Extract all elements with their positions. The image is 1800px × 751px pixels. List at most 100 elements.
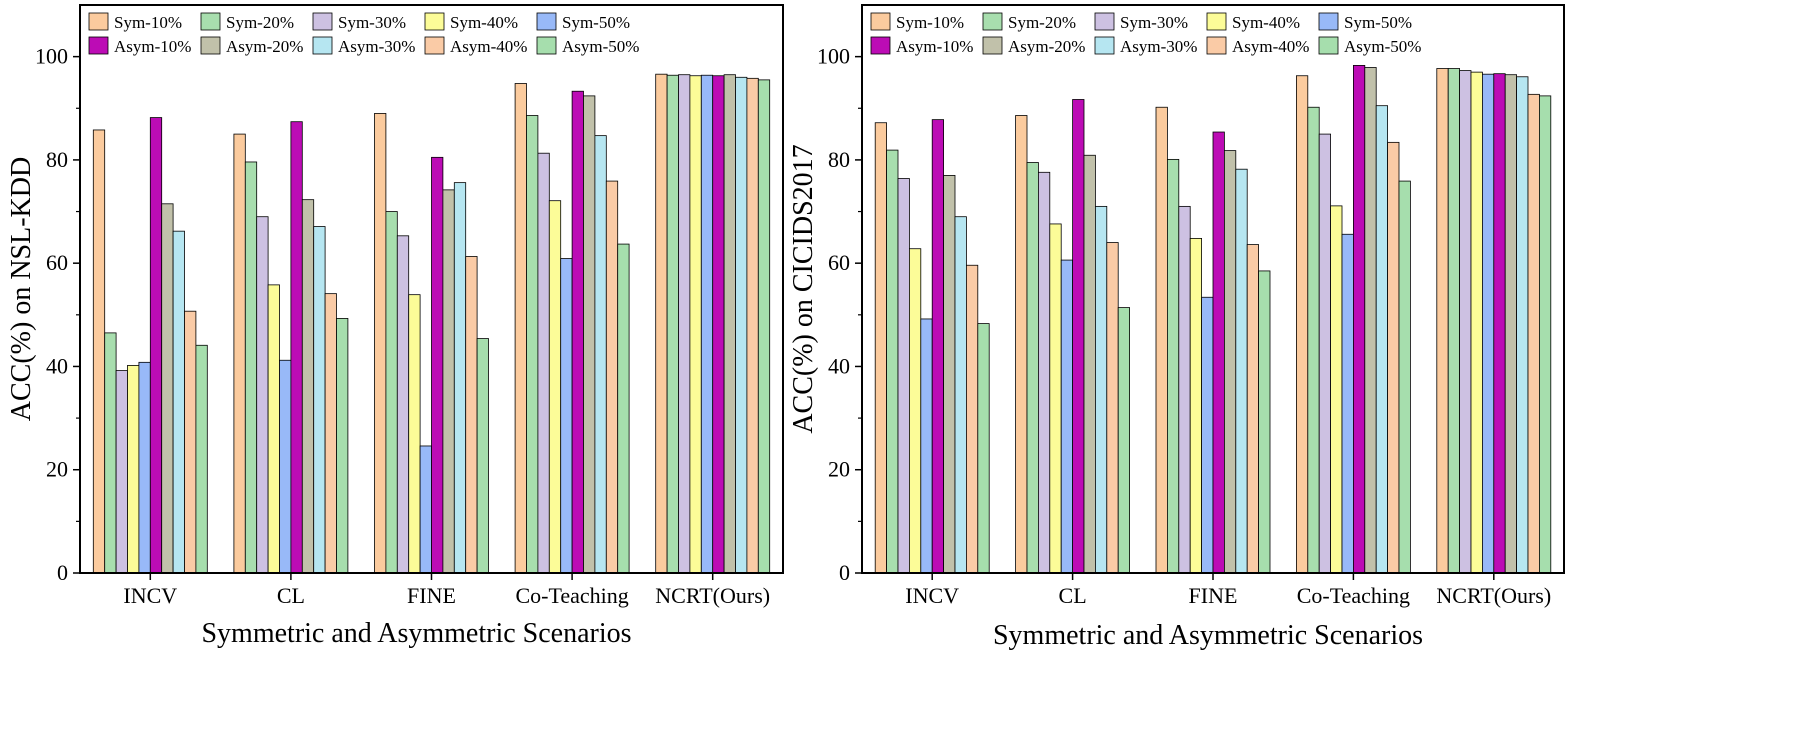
y-tick-label: 0 (57, 560, 68, 585)
legend-swatch (88, 12, 109, 31)
bar-ncrt-ours--asym40 (1527, 93, 1540, 574)
bar-co-teaching-asym50 (617, 243, 630, 574)
bar-ncrt-ours--sym30 (678, 74, 691, 574)
bar-ncrt-ours--asym50 (1539, 95, 1552, 574)
legend-label: Sym-10% (896, 13, 964, 32)
bar-fine-sym20 (1167, 158, 1180, 574)
bar-ncrt-ours--sym30 (1459, 70, 1472, 574)
bar-co-teaching-sym10 (514, 83, 527, 574)
bar-ncrt-ours--sym10 (655, 73, 668, 574)
bar-fine-sym10 (374, 113, 387, 574)
x-tick-label: CL (277, 583, 305, 608)
legend-label: Sym-30% (1120, 13, 1188, 32)
y-tick-label: 80 (46, 147, 68, 172)
bar-incv-sym10 (92, 129, 106, 574)
bar-fine-sym30 (396, 235, 410, 574)
bar-ncrt-ours--asym20 (1504, 74, 1517, 574)
legend-label: Sym-40% (1232, 13, 1300, 32)
bar-co-teaching-asym10 (1353, 65, 1366, 574)
bar-cl-asym30 (313, 226, 326, 574)
bar-ncrt-ours--asym30 (735, 76, 748, 574)
bar-incv-sym40 (127, 365, 140, 574)
bar-co-teaching-asym40 (605, 180, 619, 574)
bar-incv-sym30 (115, 370, 128, 574)
legend-label: Asym-40% (450, 37, 527, 56)
bar-fine-asym20 (442, 189, 455, 574)
legend-swatch (1206, 36, 1227, 55)
bar-incv-sym10 (874, 122, 888, 574)
bar-fine-sym40 (408, 294, 421, 574)
bar-ncrt-ours--sym10 (1436, 68, 1449, 574)
bar-fine-asym40 (465, 256, 478, 574)
legend-swatch (1094, 12, 1115, 31)
y-tick-label: 100 (817, 44, 850, 69)
bar-ncrt-ours--asym30 (1516, 76, 1529, 574)
legend-label: Sym-10% (114, 13, 182, 32)
bar-fine-sym50 (1201, 296, 1214, 574)
y-tick-label: 0 (839, 560, 850, 585)
y-tick-label: 40 (46, 353, 68, 378)
legend-swatch (200, 36, 221, 55)
legend-swatch (982, 12, 1003, 31)
bar-cl-sym30 (1038, 171, 1051, 574)
bar-ncrt-ours--asym10 (712, 75, 725, 574)
legend-swatch (1206, 12, 1227, 31)
bar-fine-sym50 (419, 445, 432, 574)
bar-ncrt-ours--sym40 (689, 75, 702, 574)
bar-incv-sym30 (897, 178, 910, 574)
legend-label: Asym-10% (114, 37, 191, 56)
x-axis-title: Symmetric and Asymmetric Scenarios (993, 620, 1423, 651)
bar-cl-sym50 (1060, 259, 1073, 574)
bar-cl-asym40 (1106, 242, 1119, 574)
y-axis-title: ACC(%) on NSL-KDD (6, 157, 37, 421)
x-tick-label: Co-Teaching (515, 583, 628, 608)
bar-co-teaching-sym20 (526, 115, 539, 574)
bar-fine-sym20 (385, 211, 398, 574)
bar-incv-sym40 (909, 248, 922, 574)
bar-fine-asym50 (1258, 270, 1271, 574)
bar-co-teaching-sym40 (548, 200, 562, 574)
bar-co-teaching-sym50 (1341, 233, 1354, 574)
legend-label: Sym-30% (338, 13, 406, 32)
bar-ncrt-ours--asym20 (723, 74, 736, 574)
bar-incv-asym30 (954, 216, 967, 574)
legend-swatch (88, 36, 109, 55)
bar-cl-asym20 (1083, 154, 1096, 574)
bar-co-teaching-sym40 (1330, 205, 1343, 574)
legend-label: Asym-50% (562, 37, 639, 56)
legend-label: Asym-20% (226, 37, 303, 56)
bar-ncrt-ours--asym10 (1493, 73, 1506, 574)
x-tick-label: CL (1059, 583, 1087, 608)
chart-cicids2017: INCV CL FINE Co-Teaching NCRT(Ours) 0 20 40 60 80… (788, 4, 1565, 651)
legend-swatch (1318, 12, 1339, 31)
bar-ncrt-ours--sym20 (666, 74, 679, 574)
x-tick-label: INCV (123, 583, 177, 608)
y-tick-label: 80 (828, 147, 850, 172)
y-tick-label: 100 (35, 44, 68, 69)
legend-swatch (424, 12, 445, 31)
bar-cl-asym40 (324, 293, 337, 574)
bar-incv-sym20 (886, 149, 899, 574)
bar-cl-asym20 (301, 199, 315, 574)
bar-fine-sym10 (1155, 106, 1168, 574)
plot-frame (861, 4, 1565, 574)
bar-cl-sym20 (1026, 162, 1039, 574)
bar-ncrt-ours--asym50 (757, 79, 771, 574)
y-tick-label: 40 (828, 353, 850, 378)
bar-co-teaching-asym10 (571, 90, 584, 574)
legend-label: Asym-30% (1120, 37, 1197, 56)
bar-fine-asym30 (453, 182, 467, 574)
bar-fine-asym10 (1212, 131, 1225, 574)
legend-label: Asym-20% (1008, 37, 1085, 56)
legend-swatch (200, 12, 221, 31)
legend-swatch (870, 12, 891, 31)
legend-label: Sym-50% (562, 13, 630, 32)
bar-cl-asym50 (1117, 307, 1130, 574)
bar-co-teaching-sym30 (1318, 133, 1331, 574)
bar-ncrt-ours--sym20 (1447, 68, 1460, 574)
bar-cl-sym40 (1049, 223, 1062, 574)
y-axis-title: ACC(%) on CICIDS2017 (788, 144, 819, 433)
bar-incv-asym30 (172, 230, 185, 574)
bar-fine-asym50 (476, 338, 489, 574)
